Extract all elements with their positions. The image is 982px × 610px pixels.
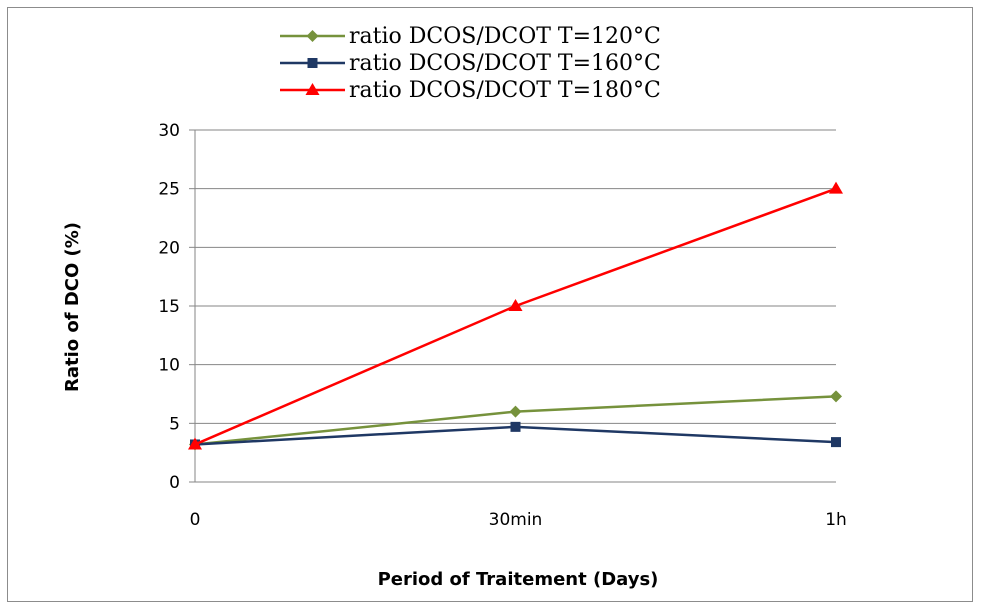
data-point-diamond	[509, 405, 522, 418]
x-axis-title: Period of Traitement (Days)	[378, 569, 659, 590]
data-point-square	[307, 58, 318, 68]
series	[188, 181, 843, 451]
y-tick-label: 5	[169, 414, 180, 434]
data-point-diamond	[306, 30, 319, 42]
legend-label: ratio DCOS/DCOT T=160°C	[349, 51, 661, 76]
legend-label: ratio DCOS/DCOT T=180°C	[349, 78, 661, 103]
y-tick-label: 30	[158, 121, 180, 141]
y-tick-label: 15	[158, 297, 180, 317]
data-point-triangle	[508, 299, 523, 311]
legend-label: ratio DCOS/DCOT T=120°C	[349, 24, 661, 49]
series-3	[188, 181, 843, 450]
x-tick-label: 1h	[825, 510, 847, 530]
y-tick-label: 25	[158, 180, 180, 200]
legend-item-1: ratio DCOS/DCOT T=120°C	[280, 24, 661, 49]
y-axis-title: Ratio of DCO (%)	[62, 222, 83, 392]
data-point-triangle	[829, 181, 843, 194]
y-tick-label: 20	[158, 238, 180, 258]
gridlines	[195, 129, 836, 424]
data-point-triangle	[188, 437, 202, 450]
x-tick-labels: 0 30min 1h	[190, 510, 847, 530]
chart-frame	[7, 7, 973, 602]
x-tick-label: 30min	[489, 510, 543, 530]
data-point-diamond	[830, 390, 842, 403]
y-tick-label: 10	[158, 356, 180, 376]
axes	[189, 129, 836, 483]
data-point-square	[510, 421, 521, 432]
legend-item-2: ratio DCOS/DCOT T=160°C	[280, 51, 661, 76]
legend-item-3: ratio DCOS/DCOT T=180°C	[280, 78, 661, 103]
data-point-triangle	[305, 83, 320, 95]
y-tick-labels: 0 5 10 15 20 25 30	[158, 121, 180, 493]
y-tick-label: 0	[169, 473, 180, 493]
data-point-square	[831, 437, 841, 448]
x-tick-label: 0	[190, 510, 201, 530]
series-1	[189, 390, 842, 451]
